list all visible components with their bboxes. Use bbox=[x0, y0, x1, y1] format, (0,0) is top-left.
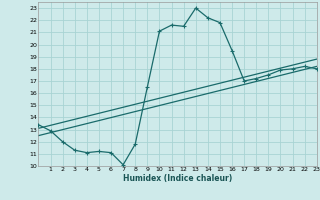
X-axis label: Humidex (Indice chaleur): Humidex (Indice chaleur) bbox=[123, 174, 232, 183]
